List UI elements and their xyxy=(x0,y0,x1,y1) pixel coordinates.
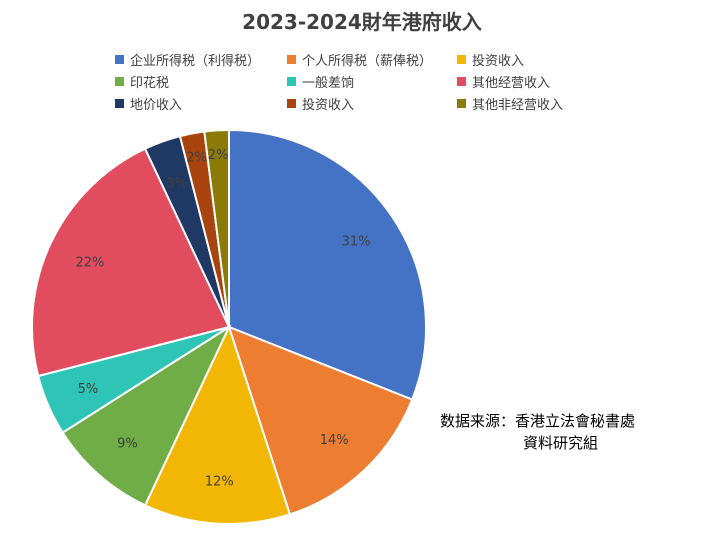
legend-label: 个人所得税（薪俸税） xyxy=(302,54,433,69)
legend-swatch xyxy=(287,99,296,108)
source-note-line1: 数据来源：香港立法會秘書處 xyxy=(440,412,636,430)
legend-label: 一般差饷 xyxy=(302,76,355,91)
legend-item: 个人所得税（薪俸税） xyxy=(287,50,432,69)
legend-swatch xyxy=(287,55,296,64)
legend-item: 投资收入 xyxy=(457,50,524,69)
slice-data-label: 31% xyxy=(342,235,371,250)
slice-data-label: 14% xyxy=(320,433,349,448)
source-note-line2: 資料研究組 xyxy=(523,434,599,452)
source-note: 数据来源：香港立法會秘書處 資料研究組 xyxy=(440,410,635,454)
legend-item: 印花税 xyxy=(115,72,169,91)
legend-swatch xyxy=(115,77,124,86)
legend-item: 其他经营收入 xyxy=(457,72,550,91)
legend-item: 一般差饷 xyxy=(287,72,354,91)
slice-data-label: 2% xyxy=(208,148,229,163)
legend-swatch xyxy=(457,77,466,86)
chart-legend: 企业所得税（利得税） 个人所得税（薪俸税） 投资收入 印花税 一般差饷 其他经营收入 地价收… xyxy=(115,50,615,116)
slice-data-label: 12% xyxy=(205,474,234,489)
legend-label: 其他经营收入 xyxy=(472,76,551,91)
legend-swatch xyxy=(457,55,466,64)
slice-data-label: 5% xyxy=(78,382,99,397)
slice-data-label: 3% xyxy=(167,176,188,191)
slice-data-label: 2% xyxy=(186,151,207,166)
legend-item: 地价收入 xyxy=(115,94,182,113)
pie-slice xyxy=(203,128,230,328)
pie-slice xyxy=(31,147,231,378)
slice-data-label: 9% xyxy=(117,436,138,451)
legend-swatch xyxy=(115,55,124,64)
legend-swatch xyxy=(287,77,296,86)
legend-label: 地价收入 xyxy=(130,98,183,113)
legend-swatch xyxy=(115,99,124,108)
chart-title: 2023-2024財年港府收入 xyxy=(242,10,482,34)
legend-label: 投资收入 xyxy=(302,98,355,113)
legend-swatch xyxy=(457,99,466,108)
legend-label: 其他非经营收入 xyxy=(472,98,564,113)
legend-label: 印花税 xyxy=(130,76,170,91)
legend-item: 企业所得税（利得税） xyxy=(115,50,260,69)
legend-item: 投资收入 xyxy=(287,94,354,113)
pie-slice xyxy=(61,324,232,507)
pie-slice xyxy=(228,128,427,401)
legend-item: 其他非经营收入 xyxy=(457,94,563,113)
legend-label: 企业所得税（利得税） xyxy=(130,54,261,69)
slice-data-label: 22% xyxy=(76,256,105,271)
pie-slice xyxy=(143,324,292,525)
legend-label: 投资收入 xyxy=(472,54,525,69)
